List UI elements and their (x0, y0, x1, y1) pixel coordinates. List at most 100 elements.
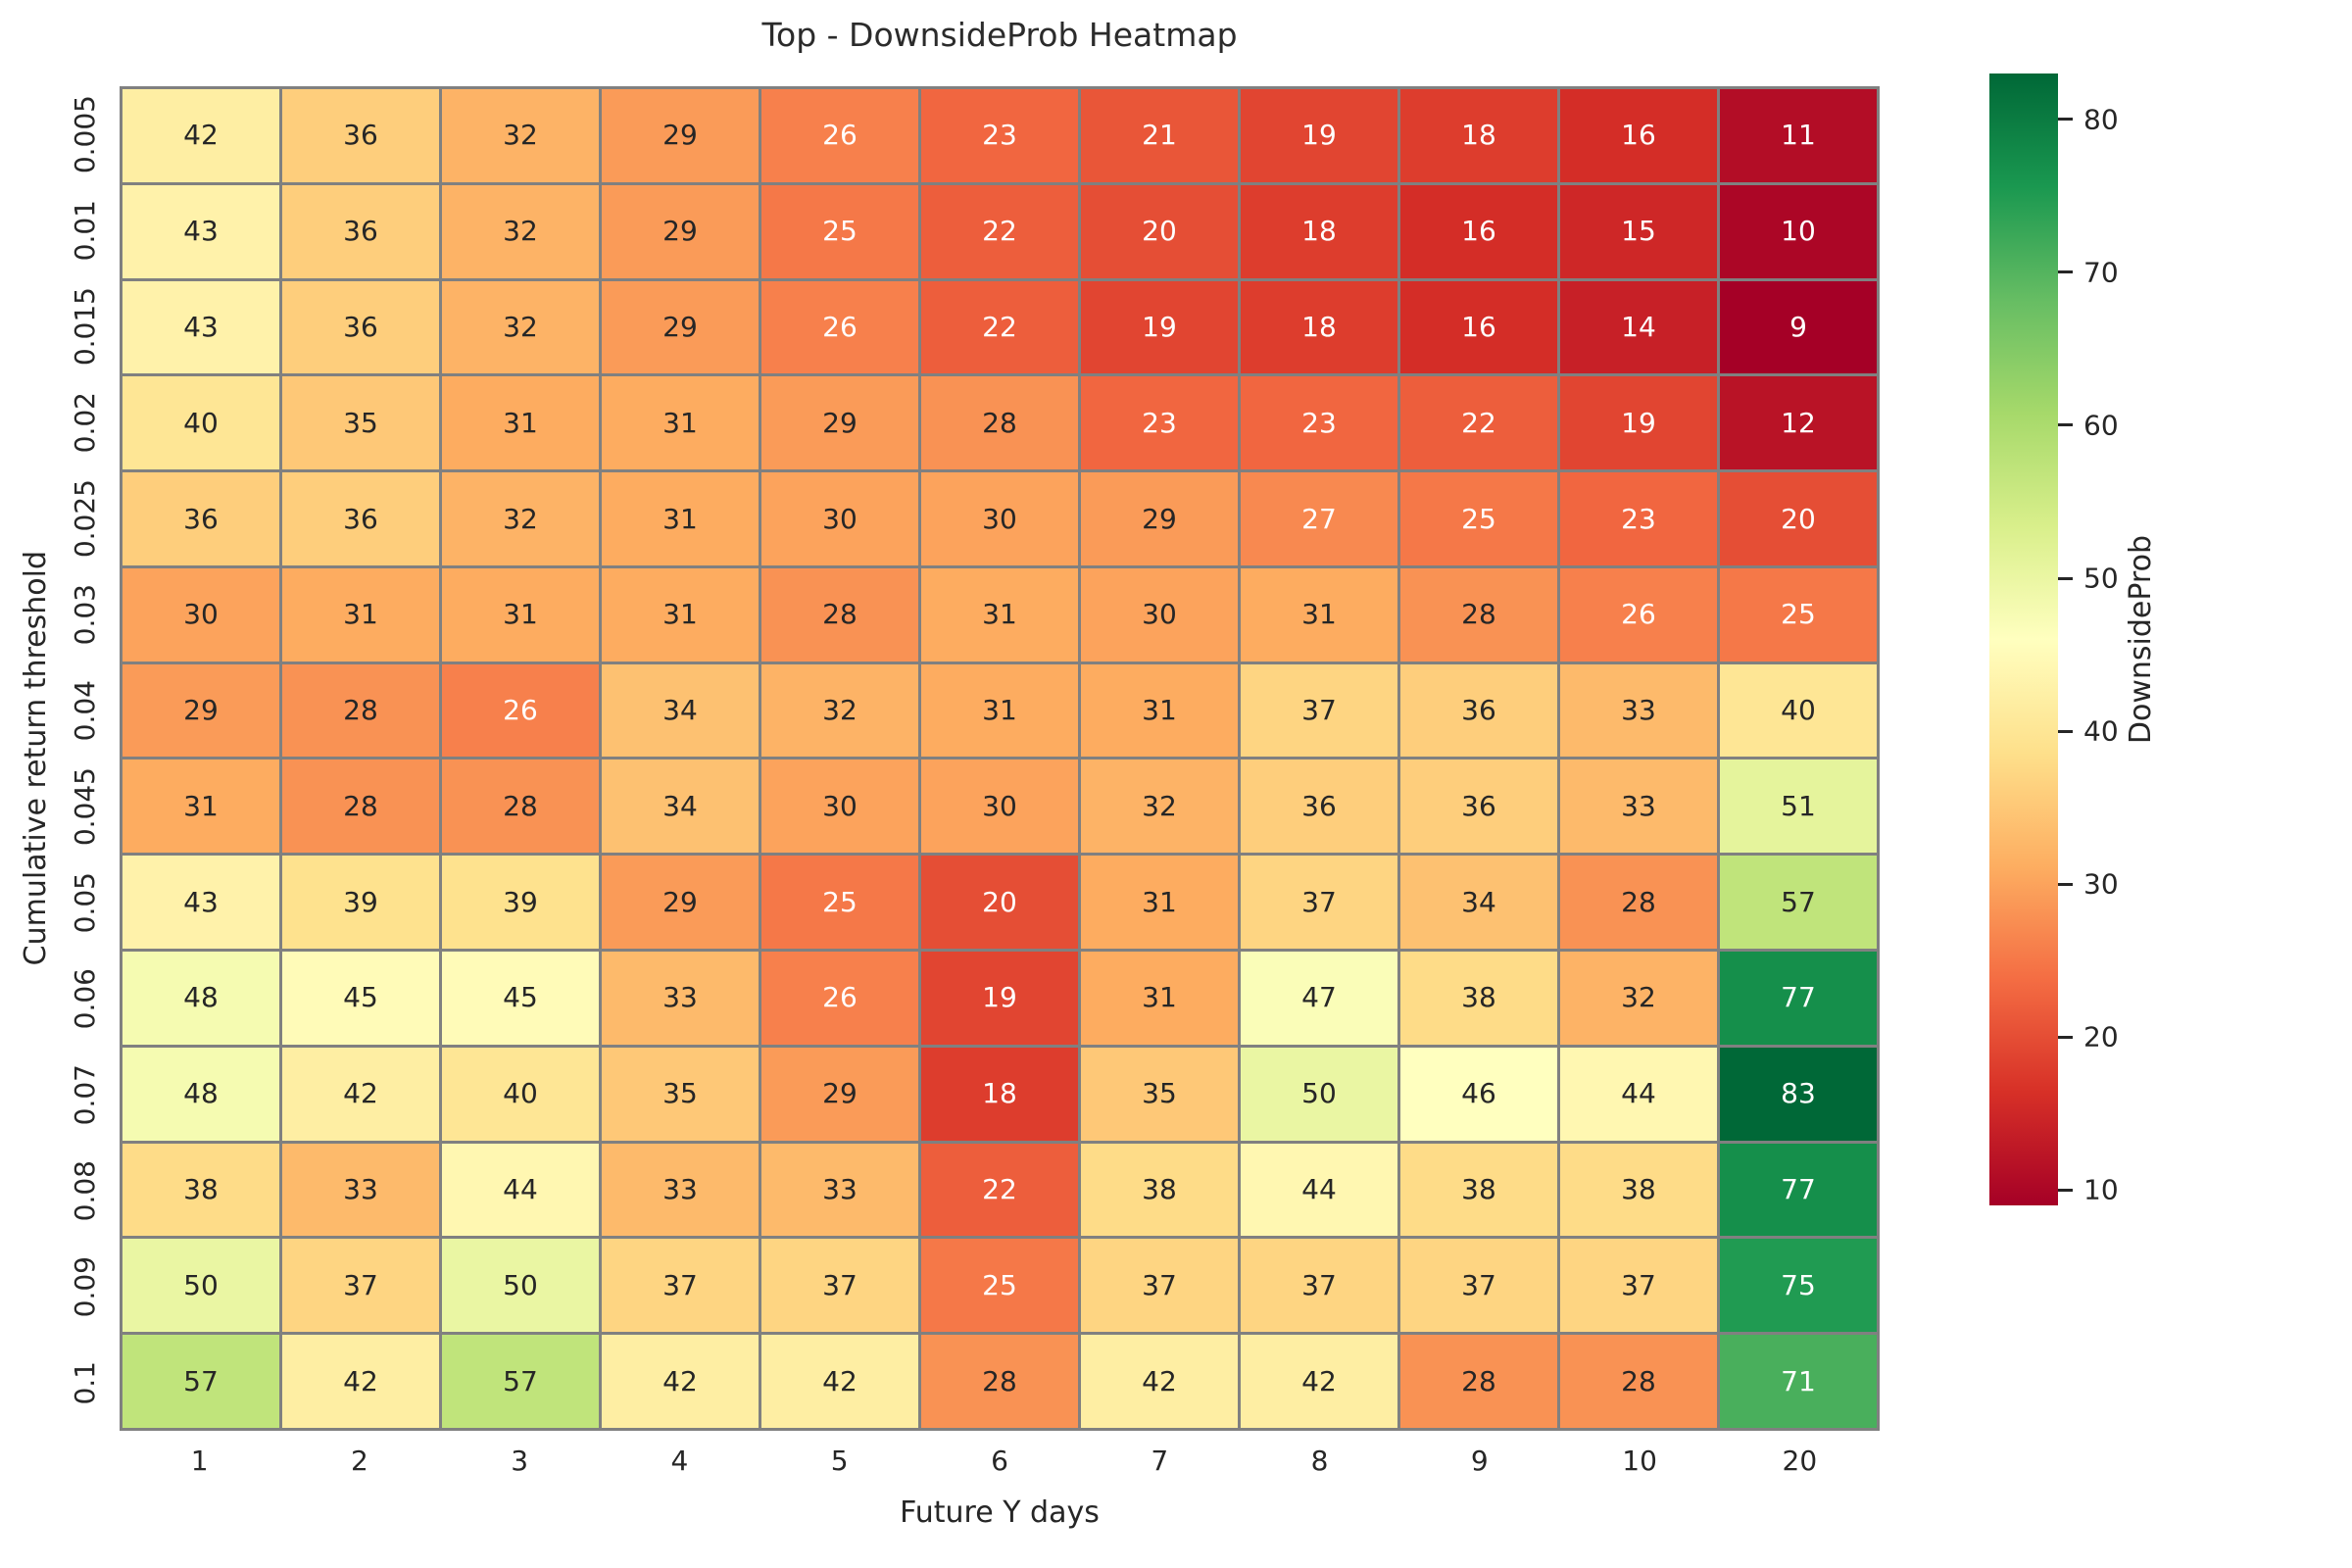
heatmap-cell: 43 (122, 184, 279, 278)
heatmap-cell: 44 (1241, 1143, 1397, 1237)
heatmap-cell: 32 (761, 663, 918, 758)
heatmap-cell: 15 (1560, 184, 1717, 278)
heatmap-cell: 33 (761, 1143, 918, 1237)
colorbar-tick-mark (2058, 1188, 2073, 1192)
heatmap-cell: 30 (921, 760, 1078, 854)
y-tick-label: 0.015 (68, 286, 101, 367)
heatmap-cell: 35 (602, 1047, 759, 1141)
y-tick-label: 0.07 (68, 1063, 101, 1126)
heatmap-cell: 29 (761, 1047, 918, 1141)
heatmap-cell: 23 (1560, 472, 1717, 565)
heatmap-cell: 77 (1720, 952, 1877, 1045)
heatmap-cell: 28 (442, 760, 599, 854)
heatmap-cell: 32 (442, 472, 599, 565)
heatmap-cell: 31 (602, 567, 759, 662)
x-tick-label: 20 (1782, 1445, 1818, 1477)
colorbar-tick-mark (2058, 118, 2073, 122)
heatmap-cell: 34 (1400, 856, 1557, 950)
heatmap-cell: 31 (602, 376, 759, 470)
y-tick-label: 0.045 (68, 766, 101, 847)
heatmap-cell: 32 (442, 184, 599, 278)
heatmap-cell: 18 (921, 1047, 1078, 1141)
heatmap-cell: 42 (282, 1335, 439, 1428)
colorbar-tick-mark (2058, 576, 2073, 580)
heatmap-cell: 32 (1081, 760, 1238, 854)
heatmap-cell: 25 (761, 856, 918, 950)
heatmap-cell: 38 (1400, 952, 1557, 1045)
heatmap-cell: 23 (1081, 376, 1238, 470)
heatmap-cell: 37 (282, 1239, 439, 1333)
y-tick-label: 0.03 (68, 583, 101, 646)
heatmap-cell: 27 (1241, 472, 1397, 565)
heatmap-cell: 30 (921, 472, 1078, 565)
heatmap-cell: 32 (442, 280, 599, 374)
heatmap-cell: 42 (602, 1335, 759, 1428)
y-tick-label: 0.09 (68, 1255, 101, 1318)
heatmap-cell: 26 (761, 89, 918, 182)
heatmap-cell: 26 (761, 952, 918, 1045)
heatmap-cell: 38 (122, 1143, 279, 1237)
x-axis-label: Future Y days (900, 1495, 1100, 1530)
heatmap-cell: 43 (122, 280, 279, 374)
heatmap-cell: 32 (442, 89, 599, 182)
y-tick-label: 0.04 (68, 679, 101, 742)
y-tick-label: 0.05 (68, 871, 101, 934)
y-tick-label: 0.025 (68, 478, 101, 559)
heatmap-cell: 18 (1400, 89, 1557, 182)
heatmap-cell: 29 (602, 280, 759, 374)
heatmap-cell: 16 (1400, 184, 1557, 278)
heatmap-cell: 57 (442, 1335, 599, 1428)
heatmap-cell: 20 (1081, 184, 1238, 278)
heatmap-cell: 19 (921, 952, 1078, 1045)
heatmap-cell: 57 (122, 1335, 279, 1428)
heatmap-cell: 42 (761, 1335, 918, 1428)
heatmap-cell: 38 (1400, 1143, 1557, 1237)
heatmap-cell: 31 (1081, 856, 1238, 950)
heatmap-cell: 38 (1560, 1143, 1717, 1237)
colorbar (1989, 74, 2058, 1205)
heatmap-cell: 30 (761, 472, 918, 565)
colorbar-tick-mark (2058, 423, 2073, 427)
heatmap-grid: 42 36 32 29 26 23 21 19 18 16 11 43 36 32 29 25 22 20 18 16… (120, 86, 1880, 1431)
heatmap-cell: 22 (1400, 376, 1557, 470)
heatmap-cell: 51 (1720, 760, 1877, 854)
heatmap-cell: 48 (122, 1047, 279, 1141)
colorbar-tick-mark (2058, 1035, 2073, 1039)
heatmap-cell: 30 (761, 760, 918, 854)
x-tick-label: 8 (1310, 1445, 1329, 1477)
y-tick-label: 0.08 (68, 1159, 101, 1222)
heatmap-cell: 25 (1400, 472, 1557, 565)
heatmap-cell: 31 (122, 760, 279, 854)
heatmap-cell: 29 (602, 89, 759, 182)
heatmap-cell: 34 (602, 760, 759, 854)
heatmap-cell: 29 (602, 184, 759, 278)
heatmap-cell: 42 (1241, 1335, 1397, 1428)
heatmap-cell: 42 (282, 1047, 439, 1141)
heatmap-cell: 37 (1241, 1239, 1397, 1333)
heatmap-cell: 77 (1720, 1143, 1877, 1237)
heatmap-cell: 42 (1081, 1335, 1238, 1428)
heatmap-cell: 29 (122, 663, 279, 758)
heatmap-cell: 10 (1720, 184, 1877, 278)
heatmap-cell: 22 (921, 184, 1078, 278)
x-tick-label: 7 (1151, 1445, 1169, 1477)
colorbar-tick-label: 30 (2083, 867, 2119, 901)
heatmap-cell: 37 (602, 1239, 759, 1333)
heatmap-cell: 35 (1081, 1047, 1238, 1141)
heatmap-cell: 31 (921, 663, 1078, 758)
heatmap-cell: 44 (442, 1143, 599, 1237)
heatmap-cell: 39 (282, 856, 439, 950)
heatmap-cell: 31 (442, 567, 599, 662)
heatmap-cell: 23 (1241, 376, 1397, 470)
x-tick-label: 2 (350, 1445, 368, 1477)
heatmap-cell: 28 (1400, 1335, 1557, 1428)
heatmap-cell: 29 (1081, 472, 1238, 565)
heatmap-cell: 16 (1400, 280, 1557, 374)
heatmap-cell: 28 (761, 567, 918, 662)
heatmap-cell: 38 (1081, 1143, 1238, 1237)
heatmap-cell: 35 (282, 376, 439, 470)
colorbar-tick-label: 80 (2083, 103, 2119, 136)
heatmap-cell: 23 (921, 89, 1078, 182)
heatmap-cell: 36 (282, 89, 439, 182)
heatmap-cell: 16 (1560, 89, 1717, 182)
